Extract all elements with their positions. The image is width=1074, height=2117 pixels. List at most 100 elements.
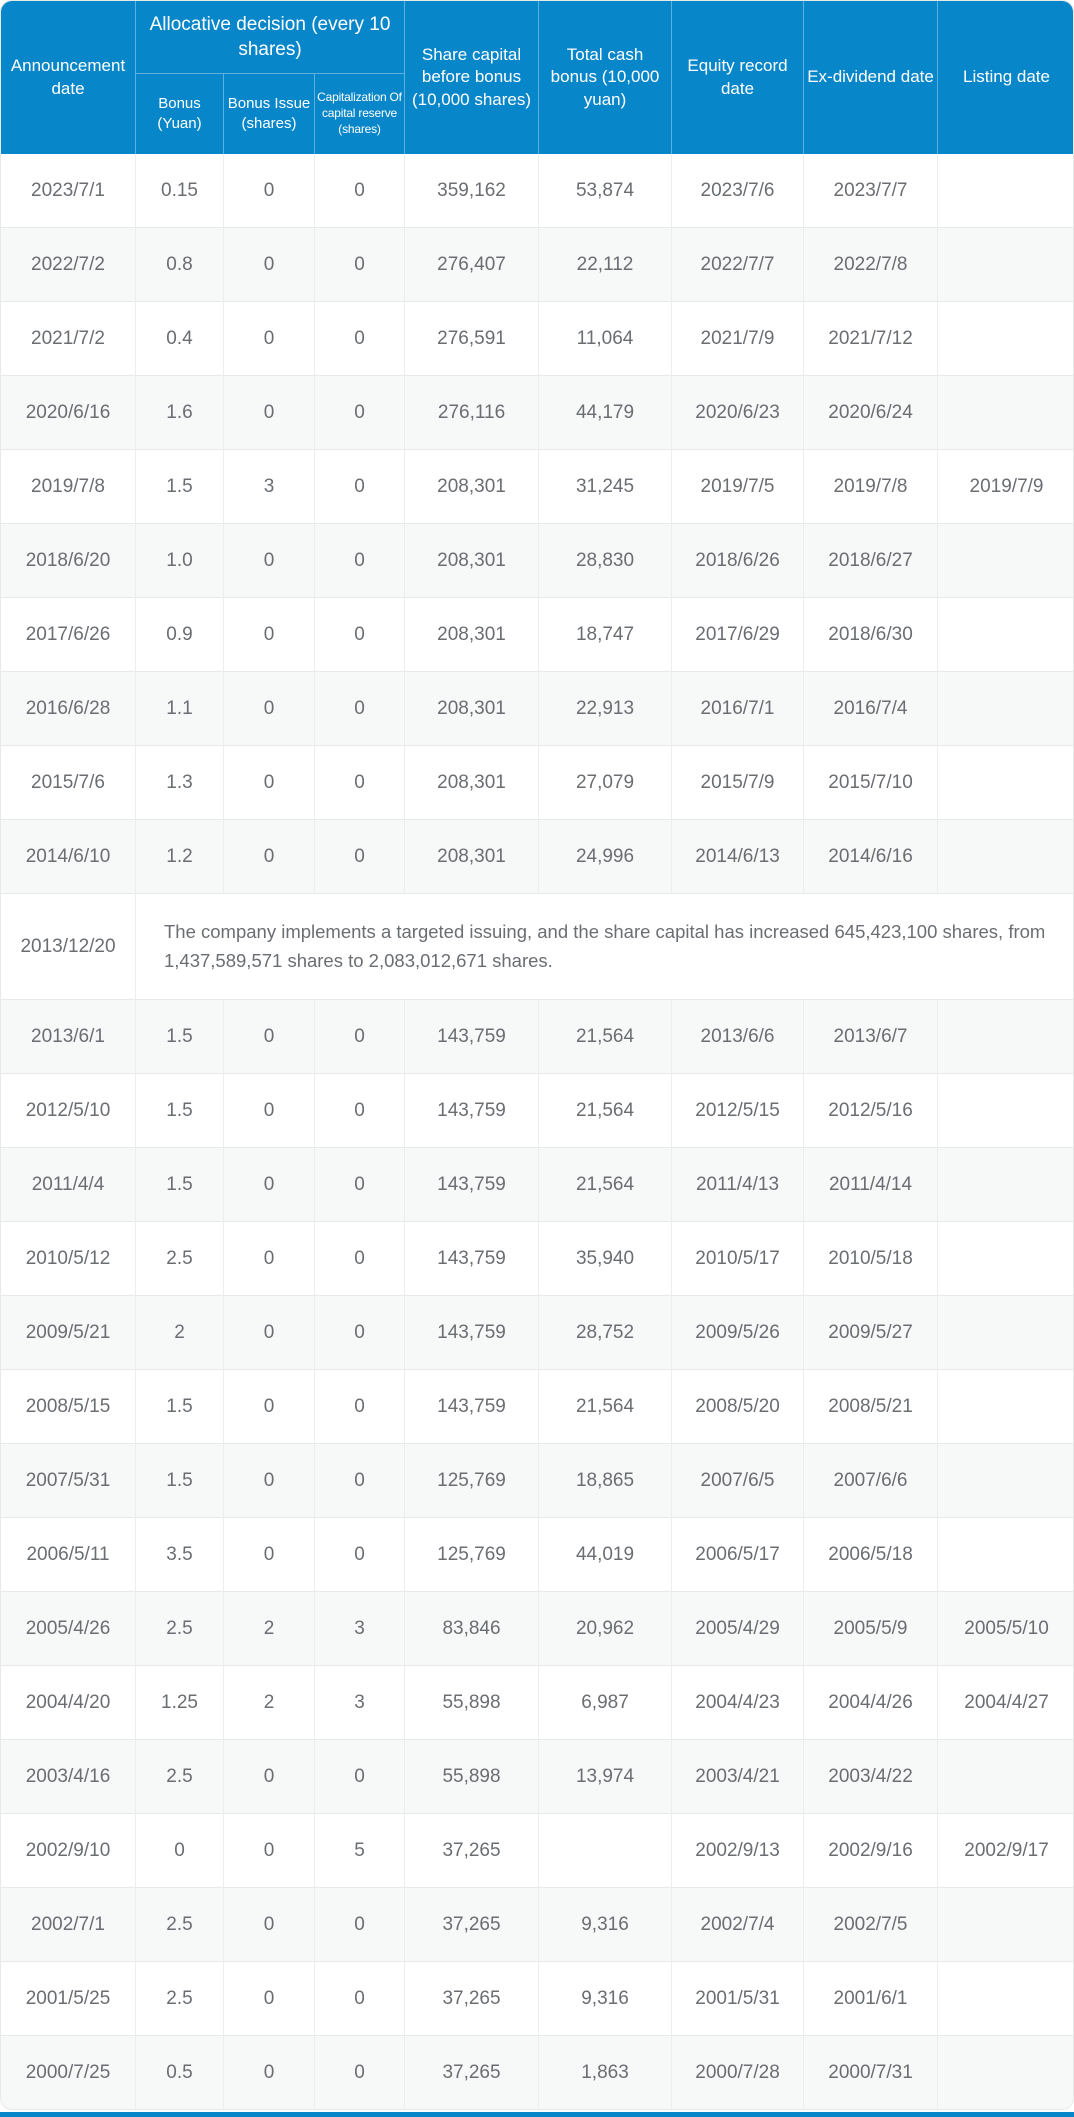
cell-capitalization: 0 [315, 746, 406, 820]
cell-listing-date [938, 1888, 1073, 1962]
cell-announcement-date: 2013/6/1 [1, 1000, 136, 1074]
header-bonus-yuan: Bonus (Yuan) [136, 74, 224, 154]
cell-bonus-issue: 0 [224, 820, 315, 894]
cell-equity-record-date: 2020/6/23 [672, 376, 805, 450]
cell-bonus-issue: 0 [224, 1518, 315, 1592]
cell-listing-date [938, 1444, 1073, 1518]
cell-listing-date [938, 1962, 1073, 2036]
cell-listing-date [938, 154, 1073, 228]
cell-bonus-yuan: 1.5 [136, 1444, 224, 1518]
cell-bonus-issue: 0 [224, 2036, 315, 2109]
cell-ex-dividend-date: 2013/6/7 [804, 1000, 939, 1074]
cell-share-capital: 37,265 [405, 2036, 540, 2109]
cell-total-cash-bonus [539, 1814, 673, 1888]
cell-equity-record-date: 2021/7/9 [672, 302, 805, 376]
cell-equity-record-date: 2019/7/5 [672, 450, 805, 524]
cell-listing-date [938, 1740, 1073, 1814]
cell-capitalization: 0 [315, 1962, 406, 2036]
cell-ex-dividend-date: 2019/7/8 [804, 450, 939, 524]
cell-announcement-date: 2005/4/26 [1, 1592, 136, 1666]
cell-share-capital: 208,301 [405, 672, 540, 746]
cell-total-cash-bonus: 44,019 [539, 1518, 673, 1592]
cell-bonus-issue: 3 [224, 450, 315, 524]
cell-ex-dividend-date: 2008/5/21 [804, 1370, 939, 1444]
cell-bonus-issue: 0 [224, 1370, 315, 1444]
cell-capitalization: 0 [315, 1888, 406, 1962]
cell-equity-record-date: 2007/6/5 [672, 1444, 805, 1518]
cell-ex-dividend-date: 2020/6/24 [804, 376, 939, 450]
cell-equity-record-date: 2008/5/20 [672, 1370, 805, 1444]
cell-ex-dividend-date: 2012/5/16 [804, 1074, 939, 1148]
cell-share-capital: 208,301 [405, 820, 540, 894]
cell-capitalization: 0 [315, 302, 406, 376]
cell-listing-date [938, 598, 1073, 672]
table-row: 2022/7/2 0.8 0 0 276,407 22,112 2022/7/7 2022/7… [1, 228, 1073, 302]
cell-capitalization: 0 [315, 1740, 406, 1814]
cell-equity-record-date: 2001/5/31 [672, 1962, 805, 2036]
cell-total-cash-bonus: 13,974 [539, 1740, 673, 1814]
cell-capitalization: 0 [315, 524, 406, 598]
cell-bonus-yuan: 2.5 [136, 1222, 224, 1296]
cell-announcement-date: 2009/5/21 [1, 1296, 136, 1370]
cell-bonus-issue: 0 [224, 1444, 315, 1518]
cell-bonus-yuan: 1.5 [136, 1000, 224, 1074]
cell-bonus-yuan: 2.5 [136, 1962, 224, 2036]
cell-announcement-date: 2016/6/28 [1, 672, 136, 746]
cell-equity-record-date: 2000/7/28 [672, 2036, 805, 2109]
cell-equity-record-date: 2002/9/13 [672, 1814, 805, 1888]
header-equity-record-date: Equity record date [672, 1, 805, 154]
cell-equity-record-date: 2018/6/26 [672, 524, 805, 598]
cell-announcement-date: 2006/5/11 [1, 1518, 136, 1592]
cell-total-cash-bonus: 18,747 [539, 598, 673, 672]
cell-equity-record-date: 2022/7/7 [672, 228, 805, 302]
cell-share-capital: 143,759 [405, 1148, 540, 1222]
cell-announcement-date: 2007/5/31 [1, 1444, 136, 1518]
cell-equity-record-date: 2003/4/21 [672, 1740, 805, 1814]
cell-capitalization: 0 [315, 1074, 406, 1148]
table-row: 2002/9/10 0 0 5 37,265 2002/9/13 2002/9/16 2002… [1, 1814, 1073, 1888]
cell-bonus-issue: 0 [224, 1000, 315, 1074]
cell-bonus-yuan: 1.5 [136, 1148, 224, 1222]
cell-listing-date: 2005/5/10 [938, 1592, 1073, 1666]
table-row: 2018/6/20 1.0 0 0 208,301 28,830 2018/6/26 2018… [1, 524, 1073, 598]
table-row: 2010/5/12 2.5 0 0 143,759 35,940 2010/5/17 2010… [1, 1222, 1073, 1296]
cell-listing-date [938, 820, 1073, 894]
cell-share-capital: 55,898 [405, 1740, 540, 1814]
cell-listing-date [938, 1370, 1073, 1444]
header-bonus-issue: Bonus Issue (shares) [224, 74, 315, 154]
cell-bonus-yuan: 0.15 [136, 154, 224, 228]
cell-share-capital: 37,265 [405, 1888, 540, 1962]
table-row: 2021/7/2 0.4 0 0 276,591 11,064 2021/7/9 2021/7… [1, 302, 1073, 376]
table-row: 2017/6/26 0.9 0 0 208,301 18,747 2017/6/29 2018… [1, 598, 1073, 672]
cell-bonus-yuan: 1.3 [136, 746, 224, 820]
cell-capitalization: 0 [315, 1370, 406, 1444]
cell-bonus-issue: 0 [224, 1074, 315, 1148]
cell-listing-date [938, 746, 1073, 820]
cell-share-capital: 208,301 [405, 746, 540, 820]
cell-capitalization: 0 [315, 1518, 406, 1592]
cell-equity-record-date: 2016/7/1 [672, 672, 805, 746]
cell-listing-date [938, 1000, 1073, 1074]
table-row: 2023/7/1 0.15 0 0 359,162 53,874 2023/7/6 2023/… [1, 154, 1073, 228]
cell-total-cash-bonus: 44,179 [539, 376, 673, 450]
cell-share-capital: 276,591 [405, 302, 540, 376]
table-row: 2011/4/4 1.5 0 0 143,759 21,564 2011/4/13 2011/… [1, 1148, 1073, 1222]
cell-share-capital: 208,301 [405, 524, 540, 598]
cell-bonus-yuan: 1.5 [136, 1370, 224, 1444]
cell-bonus-yuan: 2.5 [136, 1740, 224, 1814]
cell-share-capital: 143,759 [405, 1074, 540, 1148]
cell-ex-dividend-date: 2016/7/4 [804, 672, 939, 746]
cell-capitalization: 0 [315, 450, 406, 524]
cell-announcement-date: 2010/5/12 [1, 1222, 136, 1296]
table-row: 2019/7/8 1.5 3 0 208,301 31,245 2019/7/5 2019/7… [1, 450, 1073, 524]
cell-ex-dividend-date: 2023/7/7 [804, 154, 939, 228]
cell-listing-date [938, 1296, 1073, 1370]
table-row: 2008/5/15 1.5 0 0 143,759 21,564 2008/5/20 2008… [1, 1370, 1073, 1444]
cell-bonus-yuan: 1.25 [136, 1666, 224, 1740]
cell-listing-date [938, 228, 1073, 302]
cell-total-cash-bonus: 24,996 [539, 820, 673, 894]
cell-capitalization: 0 [315, 1222, 406, 1296]
cell-listing-date [938, 524, 1073, 598]
cell-announcement-date: 2022/7/2 [1, 228, 136, 302]
